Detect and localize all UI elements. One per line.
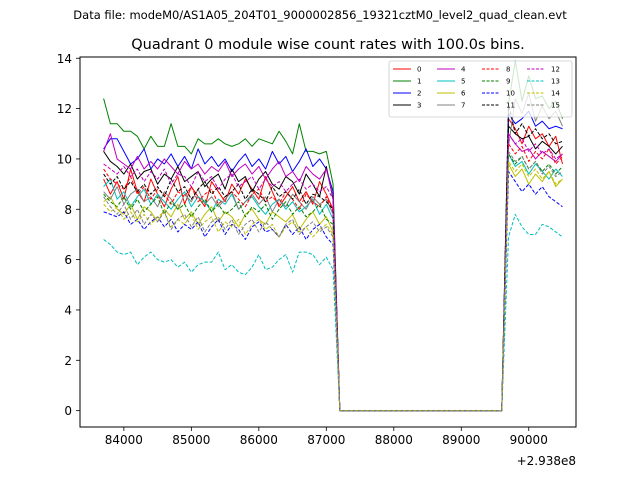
y-tick-label: 0 [64,404,72,418]
x-tick-label: 89000 [442,433,480,447]
x-offset-label: +2.938e8 [517,454,576,468]
x-tick-label: 87000 [307,433,345,447]
y-tick-label: 12 [57,102,72,116]
legend-label-0: 0 [417,66,421,74]
legend-label-10: 10 [506,90,515,98]
y-axis: 0 2 4 6 8 10 12 14 [57,52,80,418]
legend-label-3: 3 [417,102,421,110]
y-tick-label: 14 [57,52,72,66]
legend-label-8: 8 [506,66,510,74]
legend-frame [388,60,573,118]
legend-label-15: 15 [551,102,560,110]
x-axis: 84000 85000 86000 87000 88000 89000 90000 [105,427,548,447]
x-tick-label: 84000 [105,433,143,447]
x-tick-label: 90000 [510,433,548,447]
plot-frame [79,56,577,428]
legend-label-13: 13 [551,78,560,86]
series-layer [103,60,563,412]
x-tick-label: 86000 [240,433,278,447]
series-line-13 [103,213,563,412]
legend-label-4: 4 [461,66,466,74]
y-tick-label: 10 [57,152,72,166]
legend-label-5: 5 [461,78,465,86]
series-line-15 [103,150,563,412]
data-file-label: Data file: modeM0/AS1A05_204T01_90000028… [73,8,567,22]
y-tick-label: 6 [64,253,72,267]
legend-label-11: 11 [506,102,515,110]
legend-label-7: 7 [461,102,465,110]
legend-label-6: 6 [461,90,466,98]
y-tick-label: 2 [64,354,72,368]
y-tick-label: 4 [64,303,72,317]
legend-label-2: 2 [417,90,421,98]
series-line-12 [103,133,563,412]
x-tick-label: 85000 [172,433,210,447]
y-tick-label: 8 [64,203,72,217]
legend-label-12: 12 [551,66,560,74]
series-line-14 [103,160,563,412]
legend-label-9: 9 [506,78,510,86]
legend-label-1: 1 [417,78,421,86]
legend-label-14: 14 [551,90,560,98]
x-tick-label: 88000 [375,433,413,447]
chart-title: Quadrant 0 module wise count rates with … [131,37,525,53]
